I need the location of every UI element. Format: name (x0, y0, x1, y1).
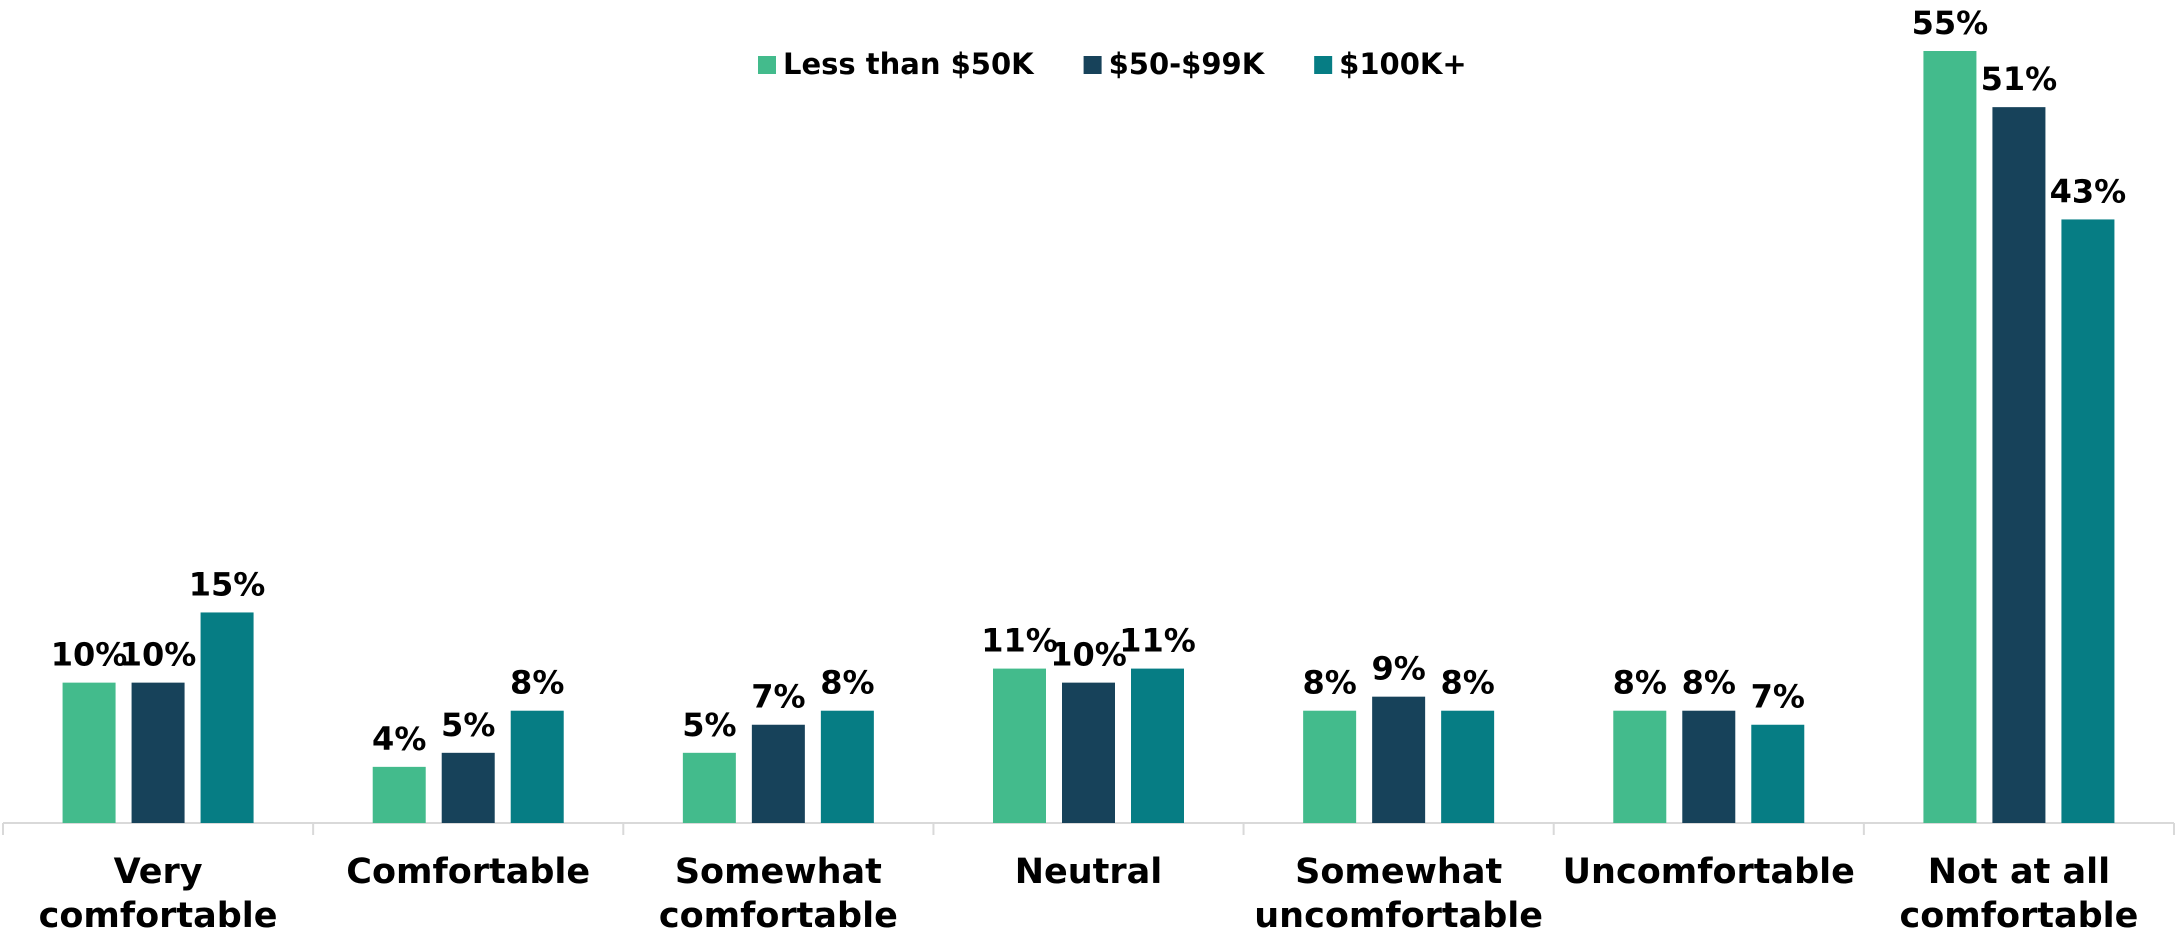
bar (1613, 710, 1667, 823)
data-label: 55% (1912, 4, 1989, 42)
legend-swatch (1083, 56, 1102, 74)
data-label: 8% (1682, 664, 1736, 702)
data-label: 8% (1302, 664, 1356, 702)
x-tick-label: Neutral (1015, 852, 1163, 892)
legend-label: Less than $50K (783, 47, 1035, 81)
data-label: 8% (1613, 664, 1667, 702)
data-label: 8% (820, 664, 874, 702)
data-label: 8% (510, 664, 564, 702)
data-label: 7% (751, 678, 805, 716)
data-label: 51% (1981, 60, 2058, 98)
bar (62, 682, 116, 823)
bar (1131, 668, 1184, 823)
x-tick-label: Somewhat (675, 852, 882, 892)
bar (751, 724, 805, 823)
bar (1441, 710, 1495, 823)
legend-swatch (758, 56, 776, 74)
data-label: 4% (372, 720, 426, 758)
x-tick-label: Somewhat (1295, 852, 1502, 892)
bar (1062, 682, 1115, 823)
bar (441, 752, 495, 823)
bar (1751, 724, 1805, 823)
x-tick-label: Uncomfortable (1563, 852, 1855, 892)
x-tick-label: uncomfortable (1254, 896, 1543, 936)
legend-swatch (1314, 56, 1333, 74)
data-label: 9% (1371, 650, 1425, 688)
data-label: 15% (189, 565, 266, 603)
data-label: 43% (2050, 172, 2127, 210)
data-label: 8% (1440, 664, 1494, 702)
bar (993, 668, 1046, 823)
x-tick-label: Very (114, 852, 203, 892)
legend-label: $100K+ (1339, 47, 1466, 81)
x-tick-label: comfortable (659, 896, 898, 936)
bar (510, 710, 564, 823)
legend-label: $50-$99K (1109, 47, 1266, 81)
data-label: 7% (1751, 678, 1805, 716)
bar (200, 612, 254, 823)
bar (131, 682, 185, 823)
bar (682, 752, 736, 823)
bar (1923, 51, 1977, 823)
bar (1303, 710, 1357, 823)
data-label: 10% (1050, 636, 1127, 674)
bar (1372, 696, 1426, 823)
data-label: 5% (682, 706, 736, 744)
bar (2061, 219, 2115, 823)
bar (372, 766, 426, 823)
x-tick-label: comfortable (1899, 896, 2138, 936)
bar (820, 710, 874, 823)
data-label: 5% (441, 706, 495, 744)
data-label: 10% (51, 636, 128, 674)
data-label: 10% (120, 636, 197, 674)
data-label: 11% (981, 622, 1058, 660)
data-label: 11% (1119, 622, 1196, 660)
x-tick-label: comfortable (39, 896, 278, 936)
bar (1682, 710, 1736, 823)
x-tick-label: Comfortable (346, 852, 590, 892)
x-tick-label: Not at all (1928, 852, 2110, 892)
bar (1992, 107, 2046, 824)
